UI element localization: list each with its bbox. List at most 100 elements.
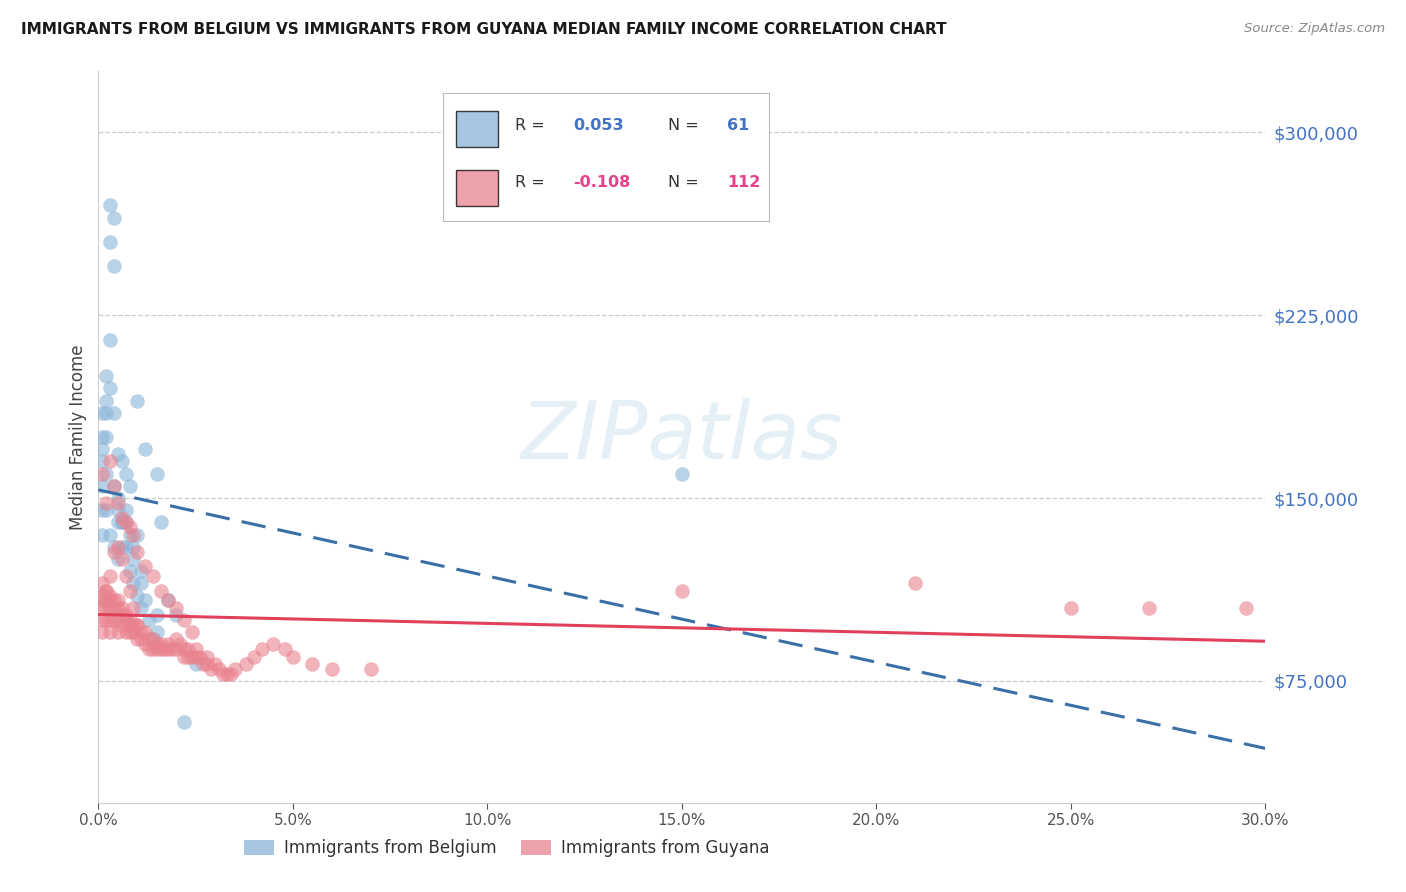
Point <box>91 589 114 603</box>
Point <box>91 467 114 481</box>
Point <box>107 593 129 607</box>
Point <box>134 442 156 457</box>
Point <box>118 625 141 640</box>
Point <box>111 617 134 632</box>
Point <box>180 649 202 664</box>
Point <box>122 576 145 591</box>
Point <box>165 608 187 623</box>
Point <box>127 617 149 632</box>
Point <box>224 662 246 676</box>
Point <box>134 625 156 640</box>
Point <box>360 662 382 676</box>
Point <box>146 642 169 657</box>
Point <box>215 666 238 681</box>
Point <box>114 503 136 517</box>
Point <box>107 613 129 627</box>
Text: IMMIGRANTS FROM BELGIUM VS IMMIGRANTS FROM GUYANA MEDIAN FAMILY INCOME CORRELATI: IMMIGRANTS FROM BELGIUM VS IMMIGRANTS FR… <box>21 22 946 37</box>
Point <box>122 527 145 541</box>
Point <box>127 589 149 603</box>
Point <box>122 552 145 566</box>
Point <box>153 642 176 657</box>
Point <box>127 393 149 408</box>
Point <box>184 649 207 664</box>
Point <box>671 467 693 481</box>
Point <box>173 642 195 657</box>
Point <box>1137 600 1160 615</box>
Point <box>219 666 242 681</box>
Text: Source: ZipAtlas.com: Source: ZipAtlas.com <box>1244 22 1385 36</box>
Point <box>103 211 125 225</box>
Point <box>111 454 134 468</box>
Point <box>281 649 304 664</box>
Point <box>98 198 121 212</box>
Point <box>98 235 121 249</box>
Y-axis label: Median Family Income: Median Family Income <box>69 344 87 530</box>
Point <box>129 576 152 591</box>
Point <box>114 625 136 640</box>
Point <box>103 544 125 558</box>
Point <box>107 625 129 640</box>
Point <box>321 662 343 676</box>
Point <box>111 552 134 566</box>
Point <box>118 583 141 598</box>
Point <box>195 649 218 664</box>
Point <box>149 583 172 598</box>
Point <box>98 381 121 395</box>
Point <box>118 520 141 534</box>
Point <box>111 600 134 615</box>
Point <box>118 617 141 632</box>
Point <box>127 632 149 647</box>
Point <box>91 406 114 420</box>
Point <box>96 613 118 627</box>
Point <box>146 637 169 651</box>
Point <box>96 369 118 384</box>
Point <box>91 454 114 468</box>
Point <box>114 608 136 623</box>
Point <box>91 600 114 615</box>
Point <box>122 540 145 554</box>
Point <box>107 600 129 615</box>
Point <box>107 503 129 517</box>
Point <box>96 600 118 615</box>
Point <box>111 510 134 524</box>
Point <box>149 642 172 657</box>
Point <box>134 637 156 651</box>
Point <box>212 666 235 681</box>
Point <box>114 516 136 530</box>
Point <box>111 608 134 623</box>
Point <box>208 662 231 676</box>
Point <box>184 642 207 657</box>
Point <box>122 625 145 640</box>
Point <box>96 406 118 420</box>
Point <box>91 613 114 627</box>
Point <box>129 625 152 640</box>
Point <box>96 467 118 481</box>
Point <box>149 637 172 651</box>
Point <box>91 527 114 541</box>
Point <box>98 600 121 615</box>
Point <box>138 642 160 657</box>
Point <box>243 649 266 664</box>
Point <box>98 333 121 347</box>
Point <box>157 593 180 607</box>
Point <box>91 625 114 640</box>
Point <box>107 491 129 505</box>
Point <box>98 569 121 583</box>
Point <box>96 503 118 517</box>
Point <box>671 583 693 598</box>
Point <box>96 393 118 408</box>
Point <box>98 593 121 607</box>
Point <box>165 642 187 657</box>
Point <box>177 649 200 664</box>
Point <box>129 600 152 615</box>
Point <box>96 496 118 510</box>
Legend: Immigrants from Belgium, Immigrants from Guyana: Immigrants from Belgium, Immigrants from… <box>238 832 776 864</box>
Point <box>91 479 114 493</box>
Point <box>91 503 114 517</box>
Point <box>188 649 211 664</box>
Point <box>98 589 121 603</box>
Point <box>262 637 284 651</box>
Point <box>157 637 180 651</box>
Point <box>904 576 927 591</box>
Point <box>118 479 141 493</box>
